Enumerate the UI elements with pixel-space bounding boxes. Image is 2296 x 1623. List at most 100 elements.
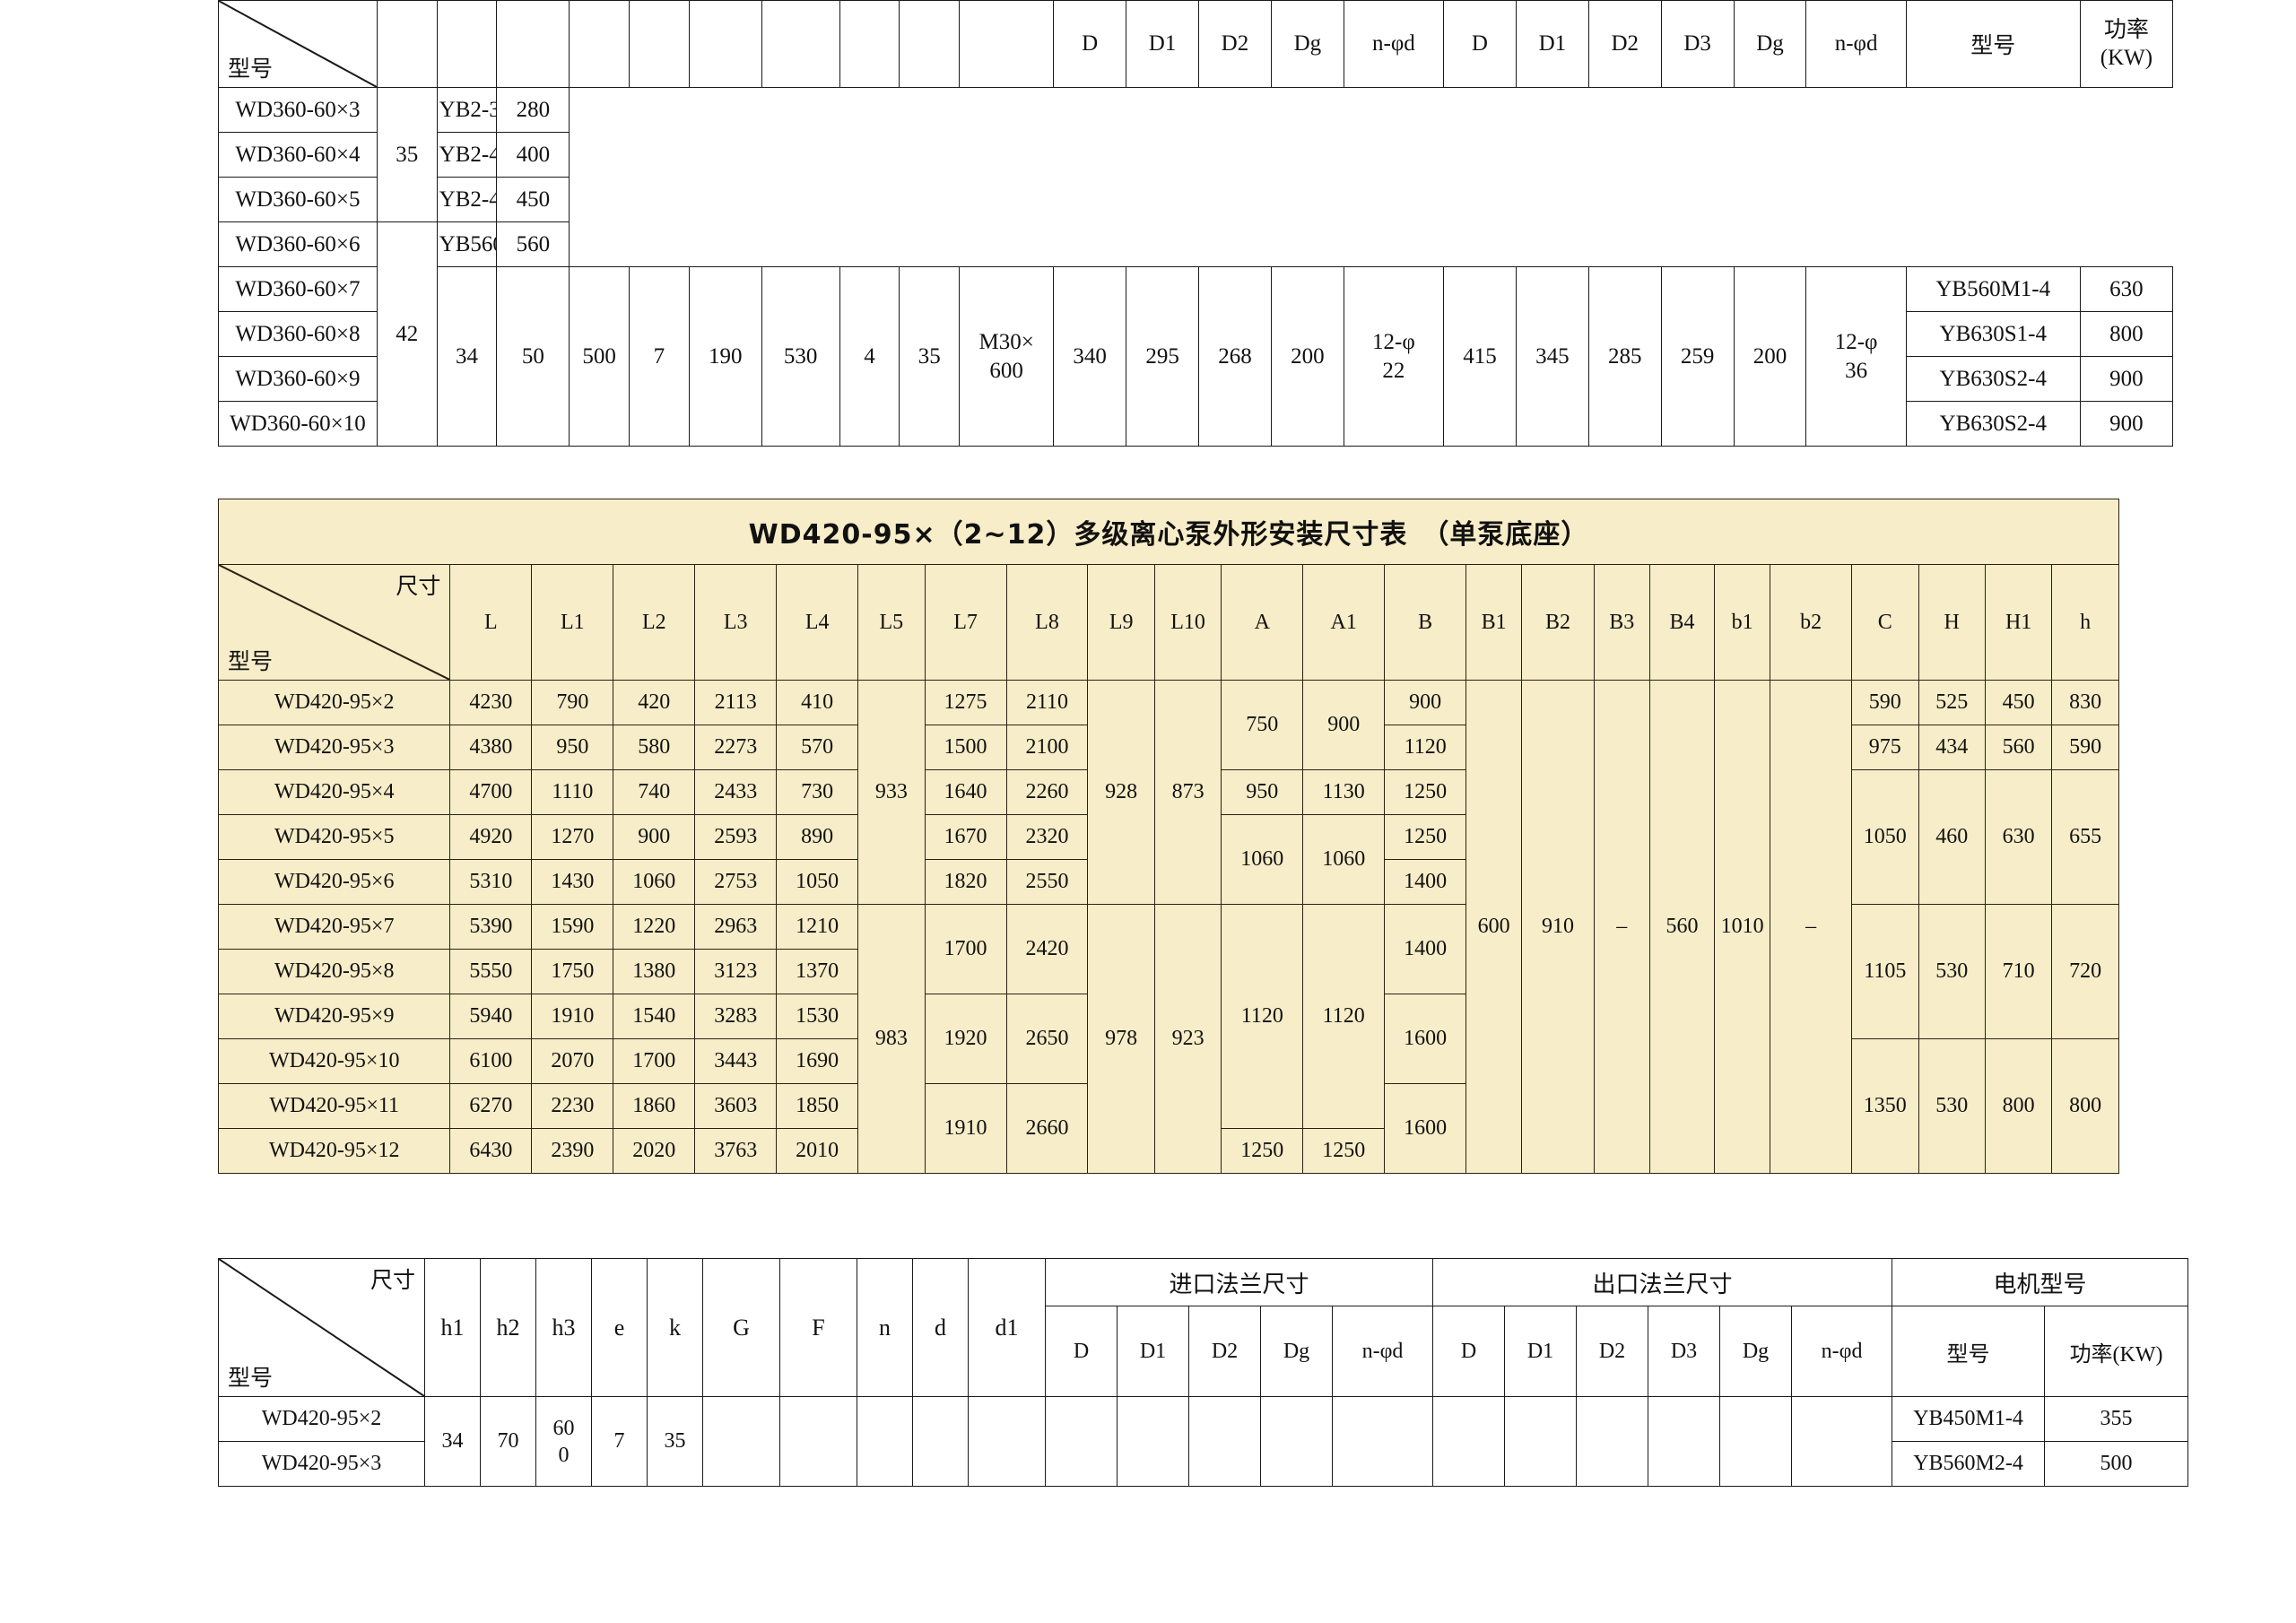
table2-model-11: WD420-95×12	[217, 1128, 451, 1174]
table2-header-row: 尺寸 型号 L L1 L2 L3 L4 L5 L7 L8 L9 L10 A A1…	[217, 564, 2119, 681]
table2-B4-value: 910	[1521, 680, 1595, 1174]
diagonal-divider-icon	[219, 1, 377, 87]
table3-model-1: WD420-95×2	[218, 1396, 425, 1442]
table2-L-3: 4700	[449, 769, 533, 815]
table3-motor-power-1: 355	[2044, 1396, 2189, 1442]
table2-A1-value: 1250	[1302, 1128, 1386, 1174]
table2-L3-7: 3123	[694, 949, 778, 994]
table2-header-B3: B3	[1593, 564, 1650, 681]
table2-header-A1: A1	[1302, 564, 1386, 681]
table2-L8-value: 2550	[1005, 859, 1089, 905]
table3-h2-value: 70	[480, 1396, 536, 1487]
table1-col-blank-8	[839, 0, 900, 88]
table2-A-value: 950	[1221, 769, 1304, 815]
table2-L7-value: 1910	[924, 1083, 1007, 1174]
table1-thread-value: M30× 600	[959, 266, 1055, 447]
table2-L8-value: 2100	[1005, 725, 1089, 770]
table2-L3-6: 2963	[694, 904, 778, 950]
table2-L2-1: 420	[613, 680, 696, 725]
table2-C-value: 530	[1918, 1038, 1986, 1174]
table2-L3-11: 3763	[694, 1128, 778, 1174]
power-label-line1: 功率	[2103, 17, 2149, 42]
table2-L2-3: 740	[613, 769, 696, 815]
table2-header-B1: B1	[1465, 564, 1523, 681]
table1-outlet-D3-value: 259	[1660, 266, 1735, 447]
table2-row: WD420-95×3 4380 950 580 2273 570 1500 2100 1120 9…	[217, 725, 2119, 770]
table2-L9-value: 978	[1087, 904, 1155, 1174]
table2-b1-value: 600	[1465, 680, 1523, 1174]
table2-L4-8: 1530	[776, 994, 859, 1039]
table2-row: WD420-95×8 5550 1750 1380 3123 1370	[217, 949, 2119, 994]
table3-inlet-value-4	[1260, 1396, 1333, 1487]
table1-thread-value-line2: 600	[989, 358, 1023, 383]
table3-outlet-D2: D2	[1576, 1306, 1648, 1397]
table3-inlet-value-5	[1332, 1396, 1433, 1487]
table1-col9-value: 35	[899, 266, 961, 447]
table1-model-2: WD360-60×4	[218, 132, 378, 178]
table2-header-L4: L4	[776, 564, 859, 681]
table3-F-value	[779, 1396, 857, 1487]
table3-motor-model-2: YB560M2-4	[1892, 1441, 2046, 1487]
table2-L-10: 6270	[449, 1083, 533, 1129]
table2-B-value: 1250	[1384, 814, 1467, 860]
table2-header-b2: b2	[1770, 564, 1853, 681]
table2-model-7: WD420-95×8	[217, 949, 451, 994]
table1-outlet-Dg: Dg	[1733, 0, 1807, 88]
table2-L1-2: 950	[531, 725, 614, 770]
table1-outlet-Dg-value: 200	[1733, 266, 1807, 447]
table2-L-4: 4920	[449, 814, 533, 860]
table2-model-5: WD420-95×6	[217, 859, 451, 905]
table2-L1-9: 2070	[531, 1038, 614, 1084]
diagonal-divider-icon	[219, 565, 449, 680]
table1-outlet-nd: n-φd	[1805, 0, 1907, 88]
table2-L2-7: 1380	[613, 949, 696, 994]
table2-h-value: 655	[2051, 769, 2119, 905]
table2-L2-10: 1860	[613, 1083, 696, 1129]
table3-inlet-D1: D1	[1117, 1306, 1189, 1397]
table2-L3-5: 2753	[694, 859, 778, 905]
table2-L3-3: 2433	[694, 769, 778, 815]
table2-L1-8: 1910	[531, 994, 614, 1039]
table3-outlet-D: D	[1432, 1306, 1505, 1397]
table1-outlet-nd-value: 12-φ 36	[1805, 266, 1907, 447]
table2-B3-value: –	[1593, 680, 1650, 1174]
table1-inlet-D2: D2	[1198, 0, 1272, 88]
table2-L3-2: 2273	[694, 725, 778, 770]
table2-B-value: 1600	[1384, 1083, 1467, 1174]
table3-outlet-value-1	[1432, 1396, 1505, 1487]
table2-L4-5: 1050	[776, 859, 859, 905]
table1-outlet-D: D	[1443, 0, 1517, 88]
table1-col-blank-1	[376, 0, 438, 88]
table1-corner-cell: 型号	[218, 0, 378, 88]
table1-row: WD360-60×7 34 50 500 7 190 530 4 35 M30× 600 340 295…	[218, 266, 2174, 447]
table2-A1-value: 900	[1302, 680, 1386, 770]
table2-L7-value: 1820	[924, 859, 1007, 905]
table3-k-value: 35	[647, 1396, 703, 1487]
table3-group-motor: 电机型号	[1892, 1258, 2189, 1306]
table1-model-5: WD360-60×7	[218, 266, 378, 312]
table2-header-B4: B4	[1648, 564, 1716, 681]
table3-header-d1: d1	[968, 1258, 1046, 1397]
table1-row: WD360-60×10 YB630S2-4 900	[218, 401, 2174, 447]
table2-row: WD420-95×11 6270 2230 1860 3603 1850 1910 2660 1…	[217, 1083, 2119, 1174]
table2-C-value: 460	[1918, 769, 1986, 905]
table2-corner-cell: 尺寸 型号	[217, 564, 451, 681]
table1-outlet-D2: D2	[1587, 0, 1662, 88]
table2-L7-value: 1275	[924, 680, 1007, 725]
table2-L3-4: 2593	[694, 814, 778, 860]
table2-H-value: 800	[1984, 1038, 2053, 1174]
table2-h-value: 800	[2051, 1038, 2119, 1174]
table1-outlet-D-value: 415	[1443, 266, 1517, 447]
table2-L-5: 5310	[449, 859, 533, 905]
table2-row: WD420-95×5 4920 1270 900 2593 890 1670 2320 1060…	[217, 814, 2119, 905]
table2-model-4: WD420-95×5	[217, 814, 451, 860]
table1-inlet-D2-value: 268	[1198, 266, 1272, 447]
table3-model-2: WD420-95×3	[218, 1441, 425, 1487]
table2-model-9: WD420-95×10	[217, 1038, 451, 1084]
table1-model-3: WD360-60×5	[218, 177, 378, 222]
table2-header-C: C	[1851, 564, 1919, 681]
table2-B-value: 1600	[1384, 994, 1467, 1084]
